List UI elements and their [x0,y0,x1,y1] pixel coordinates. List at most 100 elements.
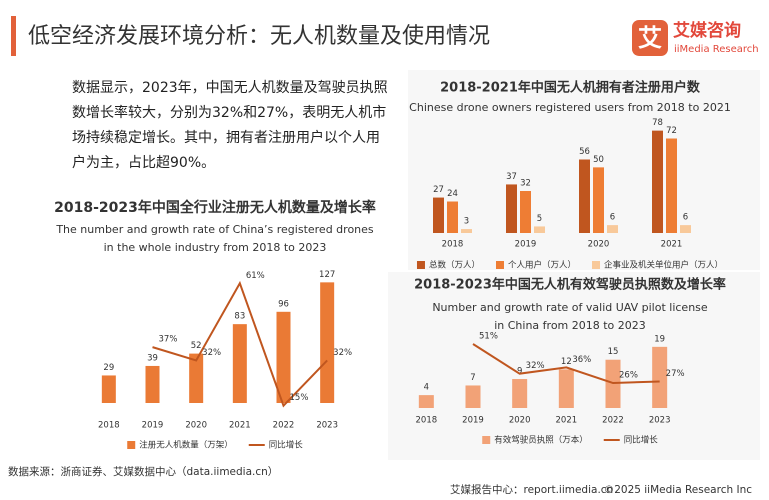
logo-icon-bg [632,20,668,56]
x-tick-label: 2018 [442,240,464,250]
chart-subtitle: Chinese drone owners registered users fr… [409,101,731,114]
x-tick-label: 2023 [649,416,671,426]
data-label: 15 [608,347,619,357]
bar [276,311,291,403]
copyright: ©2025 iiMedia Research Inc [604,484,753,496]
data-label: 6 [610,213,615,223]
line [472,343,660,385]
data-label: 96 [278,299,289,309]
bar [447,201,458,233]
data-label: 15% [290,393,309,403]
bar [579,159,590,233]
bar [652,346,668,408]
data-label: 37 [506,172,517,182]
x-tick-label: 2020 [588,240,610,250]
chart-title: 2018-2023年中国无人机有效驾驶员执照数及增长率 [414,277,726,293]
bar [418,395,434,408]
x-tick-label: 2019 [142,421,164,431]
data-label: 39 [147,353,158,363]
page-title: 低空经济发展环境分析：无人机数量及使用情况 [28,24,490,49]
legend-label: 有效驾驶员执照（万本） [494,435,588,446]
x-tick-label: 2019 [462,416,484,426]
x-tick-label: 2019 [515,240,537,250]
bar [534,226,545,233]
x-tick-label: 2023 [316,421,338,431]
legend-label: 注册无人机数量（万架） [139,440,233,451]
bar [465,385,481,408]
data-label: 61% [246,271,265,281]
bar [652,130,663,233]
bar [101,375,116,403]
legend-label: 个人用户（万人） [508,260,576,271]
data-label: 6 [683,213,688,223]
bar [520,191,531,233]
x-tick-label: 2020 [509,416,531,426]
data-label: 78 [652,118,663,128]
bar [680,225,691,233]
data-label: 24 [447,189,458,199]
bar [189,353,204,403]
bar [666,138,677,233]
data-label: 4 [424,383,429,393]
data-label: 9 [517,367,522,377]
chart-subtitle: The number and growth rate of China’s re… [55,223,374,236]
bar [433,197,444,233]
data-label: 36% [572,355,591,365]
chart-title: 2018-2023年中国全行业注册无人机数量及增长率 [54,199,376,216]
legend-label: 企事业及机关单位用户（万人） [604,260,723,271]
bar [558,369,574,408]
bar [593,167,604,233]
x-tick-label: 2022 [602,416,624,426]
bar [145,365,160,403]
data-label: 27% [666,369,685,379]
logo-name: 艾媒咨询 [673,20,741,41]
data-label: 37% [159,335,178,345]
panel [388,272,760,460]
x-tick-label: 2021 [229,421,251,431]
title-accent [11,16,16,56]
chart-subtitle: in the whole industry from 2018 to 2023 [104,241,327,254]
data-label: 72 [666,126,677,136]
legend-swatch [127,441,136,449]
data-label: 12 [561,357,572,367]
source: 数据来源：浙商证券、艾媒数据中心（data.iimedia.cn） [8,465,278,478]
bar [461,229,472,233]
report-site: 艾媒报告中心：report.iimedia.cn [450,483,613,496]
legend-swatch [482,436,491,444]
x-tick-label: 2018 [98,421,120,431]
legend-label: 同比增长 [269,440,304,451]
x-tick-label: 2018 [416,416,438,426]
logo-sub: iiMedia Research [674,44,759,55]
x-tick-label: 2021 [556,416,578,426]
data-label: 19 [654,334,665,344]
chart-title: 2018-2021年中国无人机拥有者注册用户数 [440,80,701,96]
data-label: 7 [470,373,475,383]
chart-subtitle: in China from 2018 to 2023 [494,319,646,332]
data-label: 83 [234,312,245,322]
legend-swatch [495,261,504,269]
legend-swatch [416,261,425,269]
legend-swatch [592,261,601,269]
data-label: 32 [520,179,531,189]
data-label: 32% [333,348,352,358]
x-tick-label: 2021 [661,240,683,250]
data-label: 26% [619,371,638,381]
bar [320,282,335,403]
logo-icon: 艾 [638,24,662,52]
data-label: 32% [526,361,545,371]
data-label: 127 [319,270,335,280]
data-label: 51% [479,332,498,342]
chart-subtitle: Number and growth rate of valid UAV pilo… [432,301,708,314]
line [152,280,328,408]
x-tick-label: 2022 [273,421,295,431]
x-tick-label: 2020 [185,421,207,431]
data-label: 3 [464,217,469,227]
data-label: 56 [579,147,590,157]
legend-label: 同比增长 [624,435,659,446]
data-label: 32% [202,348,221,358]
bar [506,184,517,233]
legend-label: 总数（万人） [429,260,480,271]
bar [512,379,528,408]
